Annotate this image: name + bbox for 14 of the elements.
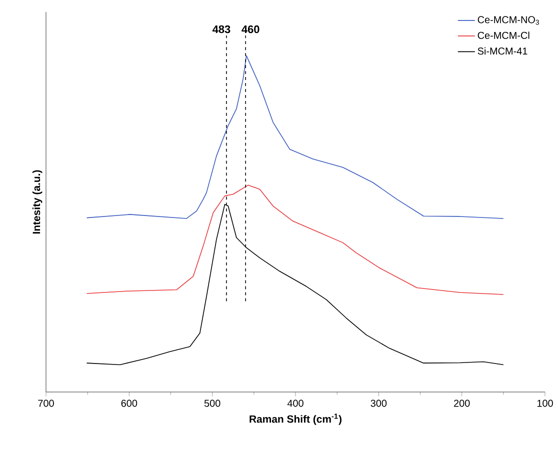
legend-label: Si-MCM-41 [478,47,528,55]
x-tick-label: 300 [370,400,387,407]
x-axis-title: Raman Shift (cm$^{-1}$) [250,414,342,425]
x-tick-label: 700 [38,400,54,407]
x-tick-label: 600 [121,400,138,407]
x-tick-label: 200 [454,400,470,407]
legend-label: Ce-MCM-Cl [478,32,530,39]
ref-line-label: 483 [212,25,230,34]
y-axis-title: Intesity (a.u.) [32,170,42,234]
x-tick-label: 500 [204,400,220,407]
ref-line-label: 460 [242,25,260,34]
x-tick-label: 100 [537,400,553,407]
x-tick-label: 400 [287,400,304,407]
legend-label: Ce-MCM-NO$_{3}$ [478,16,539,25]
